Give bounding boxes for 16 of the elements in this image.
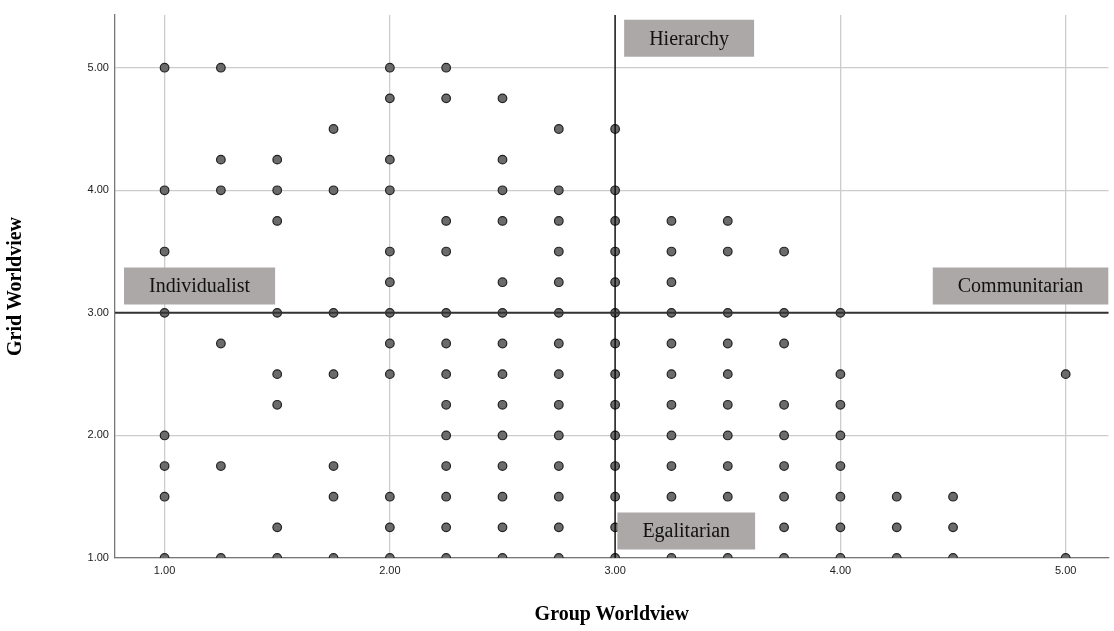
x-tick-label: 4.00 bbox=[829, 563, 852, 576]
x-tick-label: 5.00 bbox=[1054, 563, 1077, 576]
annotation: Communitarian bbox=[957, 274, 1084, 297]
y-axis-title: Grid Worldview bbox=[3, 216, 26, 357]
y-tick-label: 4.00 bbox=[87, 183, 109, 196]
annotation: Individualist bbox=[149, 274, 251, 297]
x-tick-label: 1.00 bbox=[153, 563, 176, 576]
y-tick-label: 2.00 bbox=[87, 428, 109, 441]
y-tick-label: 3.00 bbox=[87, 305, 109, 318]
y-tick-label: 1.00 bbox=[87, 551, 109, 564]
annotation: Hierarchy bbox=[649, 26, 730, 50]
annotation: Egalitarian bbox=[642, 519, 731, 543]
x-axis-title: Group Worldview bbox=[534, 602, 690, 626]
y-tick-label: 5.00 bbox=[87, 60, 109, 73]
x-tick-label: 2.00 bbox=[379, 563, 401, 576]
x-tick-label: 3.00 bbox=[604, 563, 626, 576]
